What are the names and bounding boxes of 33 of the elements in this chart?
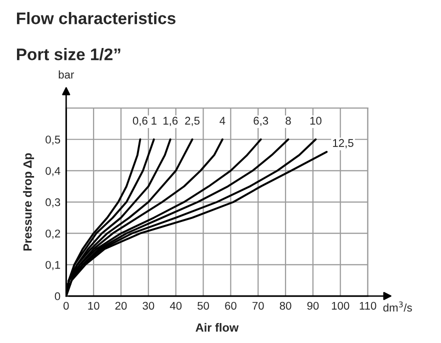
chart-subtitle: Port size 1/2”	[16, 48, 120, 60]
text: dm$^{3}$/s	[383, 301, 412, 312]
series-label: 1	[152, 116, 156, 125]
y-tick-label: 0	[54, 292, 60, 300]
y-tick-label: 0,3	[46, 198, 60, 208]
y-tick-label: 0,5	[46, 136, 60, 145]
x-tick-label: 70	[252, 302, 264, 310]
series-label: 12,5	[333, 139, 354, 148]
chart-title: Flow characteristics	[16, 12, 176, 24]
x-tick-label: 10	[88, 302, 100, 310]
series-label: 4	[220, 116, 226, 125]
series-label: 1,6	[163, 116, 178, 126]
x-tick-label: 0	[63, 302, 69, 310]
series-label: 8	[286, 116, 291, 125]
y-tick-label: 0,1	[46, 260, 60, 270]
series-label: 2,5	[185, 116, 200, 126]
x-tick-label: 80	[280, 302, 292, 310]
x-tick-label: 60	[225, 302, 236, 310]
x-tick-label: 20	[115, 302, 127, 310]
y-tick-label: 0,4	[46, 166, 60, 176]
x-tick-label: 30	[142, 302, 154, 310]
x-tick-label: 90	[307, 302, 319, 310]
x-tick-label: 40	[170, 302, 182, 310]
x-tick-label: 50	[198, 302, 210, 310]
series-label: 0,6	[132, 116, 148, 126]
y-tick-label: 0,2	[46, 230, 60, 239]
series-label: 6,3	[254, 116, 268, 126]
x-tick-label: 100	[332, 302, 350, 310]
x-tick-label: 110	[360, 302, 376, 310]
series-label: 10	[310, 116, 322, 125]
x-axis-title: Air flow	[196, 323, 239, 332]
y-axis-title: Pressure drop Δp	[23, 153, 34, 251]
text: bar	[58, 70, 74, 79]
